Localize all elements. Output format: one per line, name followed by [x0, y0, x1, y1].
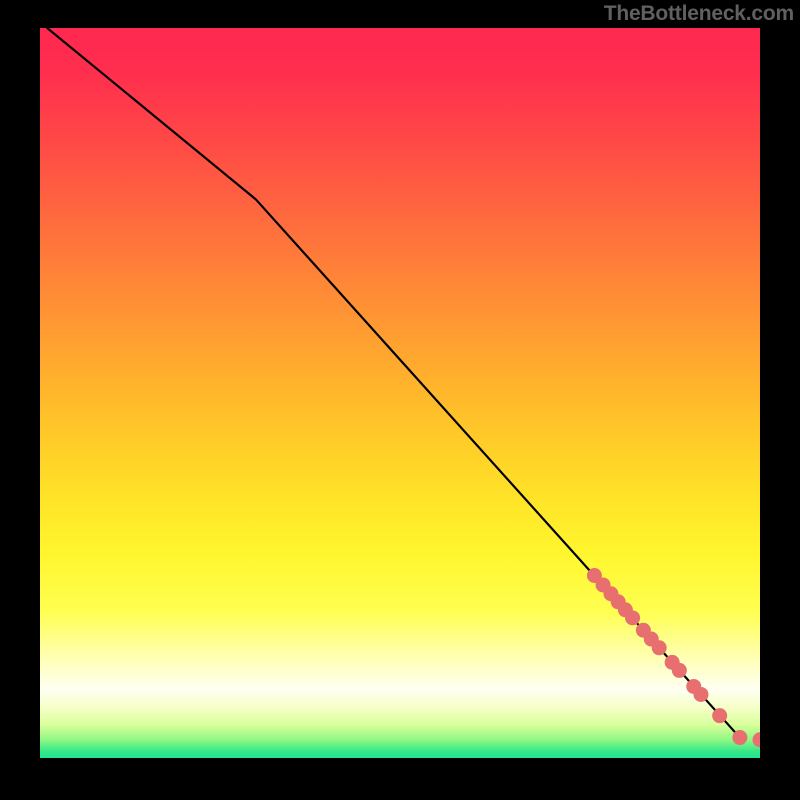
- chart-svg: [40, 28, 760, 758]
- watermark-text: TheBottleneck.com: [604, 2, 794, 26]
- data-point: [672, 663, 687, 678]
- data-point: [732, 730, 747, 745]
- data-point: [652, 640, 667, 655]
- plot-area: [40, 28, 760, 758]
- data-point: [712, 708, 727, 723]
- data-point: [625, 610, 640, 625]
- chart-frame: TheBottleneck.com: [0, 0, 800, 800]
- data-point: [693, 687, 708, 702]
